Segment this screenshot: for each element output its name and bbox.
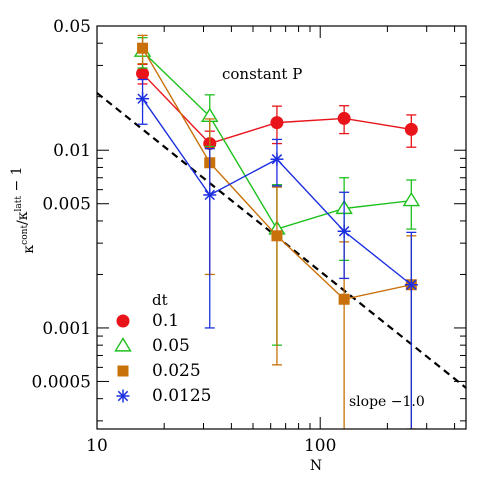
plot-layer: [97, 34, 466, 429]
x-axis-label: N: [310, 458, 322, 474]
plot-frame: [96, 25, 467, 430]
marker-circle: [270, 116, 284, 130]
marker-circle: [136, 67, 150, 81]
data-point: [402, 191, 421, 207]
marker-stroke: [117, 390, 129, 402]
plot-content: [97, 34, 466, 429]
marker-circle: [337, 111, 351, 125]
legend-marker-0.05: [114, 337, 132, 352]
marker-square: [271, 230, 283, 242]
series-0.0125: [136, 78, 418, 429]
data-point: [337, 111, 351, 125]
legend-label-0.0125: 0.0125: [152, 386, 211, 406]
marker-square: [338, 293, 350, 305]
data-point: [137, 42, 149, 54]
data-point: [337, 224, 351, 238]
marker-square: [117, 365, 129, 377]
marker-stroke: [204, 189, 215, 201]
x-axis-ticks: 10 100: [86, 26, 456, 456]
y-tick-label: 0.01: [53, 141, 91, 161]
data-point: [404, 122, 418, 136]
data-point: [271, 230, 283, 242]
annotation-constant-p: constant P: [222, 65, 302, 83]
reference-slope-line: [97, 92, 466, 389]
y-tick-label: 0.0005: [32, 372, 91, 392]
y-axis-label-part: /κ: [15, 211, 31, 225]
data-point: [136, 67, 150, 81]
y-tick-label: 0.005: [42, 195, 91, 215]
data-point: [270, 152, 284, 166]
x-tick-label: 10: [86, 436, 108, 456]
data-point: [203, 188, 217, 202]
legend-label-0.05: 0.05: [152, 336, 190, 356]
legend-marker-0.1: [116, 314, 130, 328]
marker-stroke: [137, 93, 148, 104]
data-point: [404, 278, 418, 292]
marker-stroke: [338, 226, 350, 237]
legend-label-0.025: 0.025: [152, 361, 201, 381]
legend-label-0.1: 0.1: [152, 311, 179, 331]
y-axis-ticks: 0.0005 0.001 0.005 0.01 0.05: [32, 17, 466, 422]
annotation-slope: slope −1.0: [349, 394, 425, 410]
marker-square: [137, 42, 149, 54]
y-axis-label: κcont/κlatt − 1: [9, 166, 37, 253]
marker-triangle: [402, 191, 421, 207]
marker-stroke: [406, 279, 417, 290]
legend-marker-0.0125: [116, 389, 130, 403]
marker-stroke: [271, 154, 283, 165]
y-axis-label-superscript: cont: [20, 225, 30, 245]
legend-title: dt: [152, 291, 168, 309]
data-point: [270, 116, 284, 130]
marker-triangle: [114, 337, 132, 352]
data-point: [136, 92, 150, 106]
marker-circle: [116, 314, 130, 328]
y-axis-label-part: κ: [21, 245, 37, 254]
marker-circle: [404, 122, 418, 136]
data-point: [338, 293, 350, 305]
y-axis-label-superscript: latt: [14, 196, 24, 212]
y-axis-label-part: − 1: [9, 166, 25, 196]
y-tick-label: 0.05: [53, 17, 91, 37]
x-tick-label: 100: [304, 436, 336, 456]
legend: dt 0.1 0.05 0.025 0.0125: [114, 291, 211, 406]
y-tick-label: 0.001: [42, 319, 91, 339]
legend-marker-0.025: [117, 365, 129, 377]
